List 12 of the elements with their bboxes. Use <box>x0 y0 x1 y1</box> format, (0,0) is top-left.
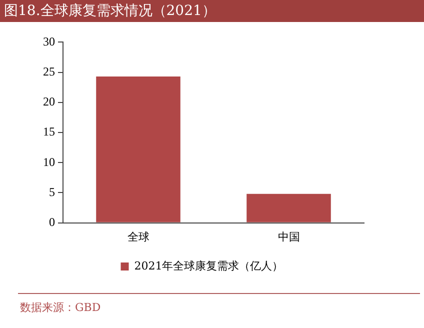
y-tick-label: 15 <box>43 124 55 139</box>
y-tick-label: 25 <box>43 64 55 78</box>
x-tick-label: 全球 <box>127 230 150 244</box>
x-tick-label: 中国 <box>278 230 300 244</box>
y-tick-label: 20 <box>43 94 55 109</box>
y-tick-label: 10 <box>43 154 55 169</box>
chart-title: 图18.全球康复需求情况（2021） <box>0 0 424 22</box>
y-tick-label: 0 <box>49 214 55 229</box>
y-tick-label: 30 <box>43 34 55 48</box>
y-tick-label: 5 <box>49 184 55 199</box>
source-note: 数据来源：GBD <box>20 300 101 315</box>
legend-label: 2021年全球康复需求（亿人） <box>134 259 284 272</box>
